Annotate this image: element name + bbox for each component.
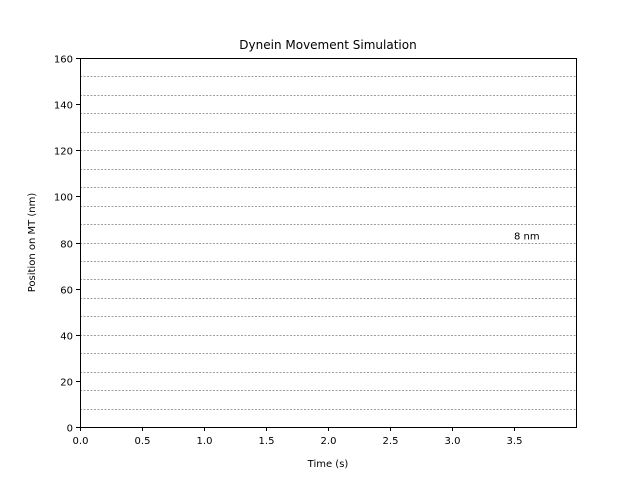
y-tick-label: 100 (54, 193, 73, 204)
y-tick-label: 40 (60, 332, 73, 343)
x-tick-label: 1.5 (259, 436, 275, 447)
y-tick-label: 60 (60, 286, 73, 297)
plot-area-frame (80, 58, 577, 428)
reference-lines (80, 76, 576, 410)
x-tick-label: 3.5 (507, 436, 523, 447)
x-axis-ticks: 0.0 0.5 1.0 1.5 2.0 2.5 3.0 3.5 (73, 427, 523, 447)
annotation-label: 8 nm (514, 232, 540, 243)
x-tick-label: 0.0 (73, 436, 89, 447)
y-tick-label: 120 (54, 147, 73, 158)
y-axis-ticks: 0 20 40 60 80 100 120 140 160 (54, 55, 80, 435)
x-tick-label: 2.5 (383, 436, 399, 447)
chart-title: Dynein Movement Simulation (239, 38, 416, 52)
y-tick-label: 0 (67, 424, 73, 435)
y-tick-label: 20 (60, 378, 73, 389)
x-tick-label: 2.0 (321, 436, 337, 447)
annotations: 8 nm (514, 232, 540, 243)
x-tick-label: 0.5 (135, 436, 151, 447)
x-axis-label: Time (s) (307, 459, 349, 470)
x-tick-label: 3.0 (445, 436, 461, 447)
y-tick-label: 80 (60, 240, 73, 251)
y-axis-label: Position on MT (nm) (27, 193, 38, 293)
y-tick-label: 160 (54, 55, 73, 66)
x-tick-label: 1.0 (197, 436, 213, 447)
y-tick-label: 140 (54, 101, 73, 112)
